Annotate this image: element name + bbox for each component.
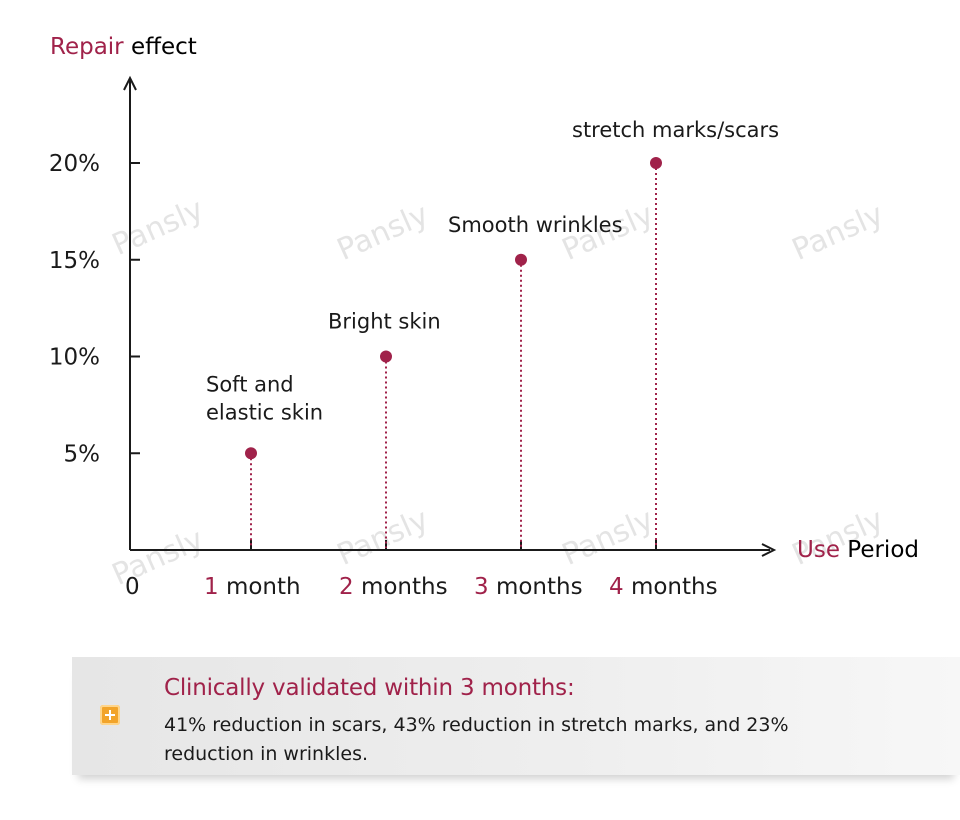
info-box: Clinically validated within 3 months: 41…	[72, 657, 960, 775]
x-tick-label: 4 months	[609, 574, 718, 600]
data-point	[380, 350, 392, 363]
info-text: 41% reduction in scars, 43% reduction in…	[164, 714, 789, 765]
origin-label: 0	[125, 574, 140, 600]
y-axis-arrow	[123, 75, 137, 91]
axes	[123, 75, 777, 557]
repair-effect-chart: Repair effect Use Period 0 5% 10% 15% 20% 1…	[49, 34, 919, 600]
x-tick-label: 3 months	[474, 574, 583, 600]
plus-icon	[100, 705, 120, 725]
x-tick-label: 1 month	[204, 574, 301, 600]
x-axis-arrow	[761, 543, 777, 557]
point-annotation: Soft and elastic skin	[206, 372, 323, 424]
x-axis-title: Use Period	[797, 537, 919, 563]
data-point	[245, 447, 257, 460]
y-tick-label: 5%	[64, 441, 101, 467]
data-point	[515, 253, 527, 266]
point-annotation: stretch marks/scars	[572, 118, 779, 142]
point-annotation: Bright skin	[328, 310, 441, 334]
point-annotation: Smooth wrinkles	[448, 213, 623, 237]
info-heading: Clinically validated within 3 months:	[164, 675, 575, 701]
data-points: Soft and elastic skin Bright skin Smooth wr…	[206, 118, 779, 548]
y-tick-label: 15%	[49, 248, 100, 274]
x-ticks: 1 month 2 months 3 months 4 months	[204, 540, 718, 600]
x-tick-label: 2 months	[339, 574, 448, 600]
y-axis-title: Repair effect	[50, 34, 197, 60]
y-tick-label: 20%	[49, 151, 100, 177]
y-tick-label: 10%	[49, 345, 100, 371]
data-point	[650, 157, 662, 169]
y-ticks: 5% 10% 15% 20%	[49, 151, 140, 467]
